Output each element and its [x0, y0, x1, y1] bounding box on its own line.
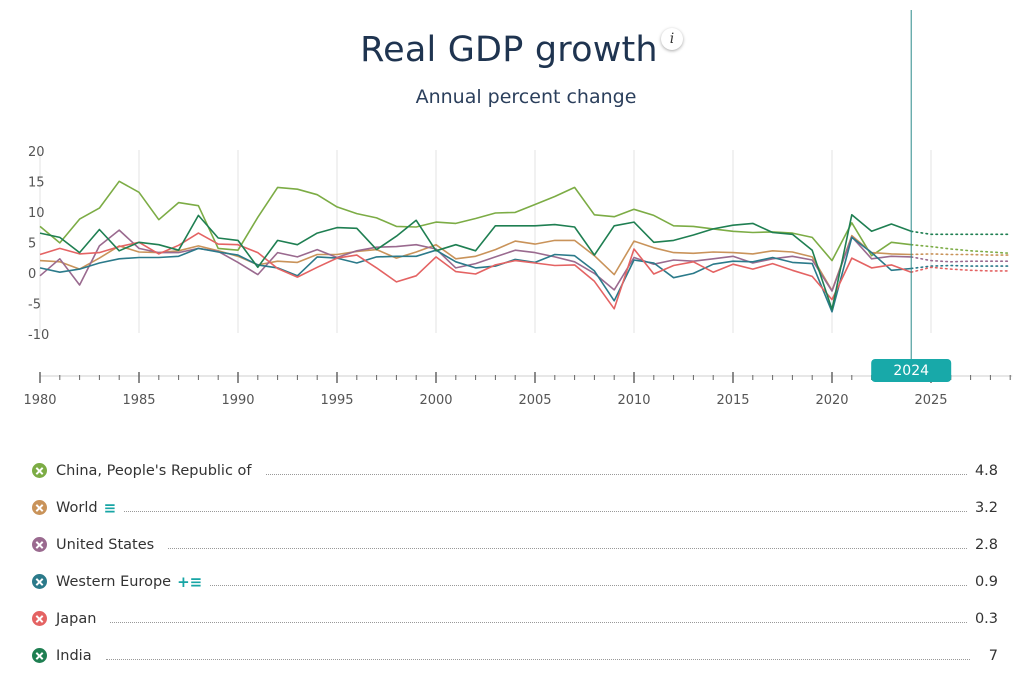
- x-tick-label: 2010: [617, 393, 650, 408]
- remove-series-icon[interactable]: [32, 463, 47, 478]
- series-line[interactable]: [39, 236, 912, 313]
- projection-line: [910, 256, 1012, 263]
- chart-title: Real GDP growth: [360, 30, 658, 70]
- legend-label: Japan: [56, 610, 97, 627]
- series-lines[interactable]: [39, 180, 1012, 313]
- legend-row-japan[interactable]: Japan 0.3: [30, 600, 998, 637]
- remove-series-icon[interactable]: [32, 537, 47, 552]
- x-tick-label: 2025: [914, 393, 947, 408]
- year-cursor[interactable]: 2024: [871, 10, 952, 382]
- legend-row-world[interactable]: World ≡ 3.2: [30, 489, 998, 526]
- legend-value: 7: [988, 647, 998, 664]
- leader-dots: [105, 658, 970, 660]
- legend-row-western-europe[interactable]: Western Europe +≡ 0.9: [30, 563, 998, 600]
- projection-line: [910, 243, 1012, 255]
- x-tick-label: 2020: [815, 393, 848, 408]
- leader-dots: [110, 621, 967, 623]
- remove-series-icon[interactable]: [32, 648, 47, 663]
- projection-line: [910, 266, 1012, 274]
- x-tick-label: 2000: [419, 393, 452, 408]
- legend-label: India: [56, 647, 92, 664]
- legend-value: 2.8: [974, 536, 998, 553]
- legend-label: World: [56, 499, 98, 516]
- leader-dots: [265, 473, 967, 475]
- projection-line: [910, 253, 1012, 256]
- legend: China, People's Republic of 4.8 World ≡ …: [30, 452, 998, 674]
- y-tick-label: -5: [28, 298, 41, 313]
- series-line[interactable]: [39, 229, 912, 292]
- legend-row-india[interactable]: India 7: [30, 637, 998, 674]
- add-list-icon[interactable]: +≡: [177, 572, 203, 591]
- projection-line: [910, 264, 1012, 270]
- y-tick-label: 15: [28, 176, 45, 191]
- legend-value: 0.9: [974, 573, 998, 590]
- x-axis: 1980 1985 1990 1995 2000 2005 2010 2015 2020 2025: [23, 372, 1013, 408]
- series-line[interactable]: [39, 232, 912, 310]
- x-tick-label: 1980: [23, 393, 56, 408]
- series-line[interactable]: [39, 214, 912, 311]
- x-tick-label: 2015: [716, 393, 749, 408]
- remove-series-icon[interactable]: [32, 574, 47, 589]
- y-tick-label: 20: [28, 145, 45, 160]
- legend-label: United States: [56, 536, 155, 553]
- legend-label: China, People's Republic of: [56, 462, 252, 479]
- legend-row-united-states[interactable]: United States 2.8: [30, 526, 998, 563]
- legend-value: 4.8: [974, 462, 998, 479]
- x-tick-label: 2005: [518, 393, 551, 408]
- year-badge-label: 2024: [893, 363, 929, 379]
- chart-subtitle: Annual percent change: [415, 86, 637, 108]
- leader-dots: [168, 547, 967, 549]
- y-tick-label: 0: [28, 267, 36, 282]
- gridlines: [39, 150, 932, 333]
- leader-dots: [210, 584, 967, 586]
- year-badge[interactable]: [871, 359, 952, 382]
- list-icon[interactable]: ≡: [103, 498, 117, 517]
- y-tick-label: 10: [28, 206, 45, 221]
- legend-label: Western Europe: [56, 573, 172, 590]
- y-axis: 20 15 10 5 0 -5 -10: [28, 145, 49, 343]
- remove-series-icon[interactable]: [32, 611, 47, 626]
- x-tick-label: 1985: [122, 393, 155, 408]
- legend-value: 0.3: [974, 610, 998, 627]
- projection-line: [910, 230, 1012, 236]
- series-line[interactable]: [39, 234, 912, 292]
- x-tick-label: 1990: [221, 393, 254, 408]
- series-line[interactable]: [39, 180, 912, 262]
- remove-series-icon[interactable]: [32, 500, 47, 515]
- legend-value: 3.2: [974, 499, 998, 516]
- y-tick-label: 5: [28, 237, 36, 252]
- info-icon[interactable]: i: [661, 28, 683, 50]
- legend-row-china[interactable]: China, People's Republic of 4.8: [30, 452, 998, 489]
- y-tick-label: -10: [28, 328, 49, 343]
- x-tick-label: 1995: [320, 393, 353, 408]
- leader-dots: [124, 510, 967, 512]
